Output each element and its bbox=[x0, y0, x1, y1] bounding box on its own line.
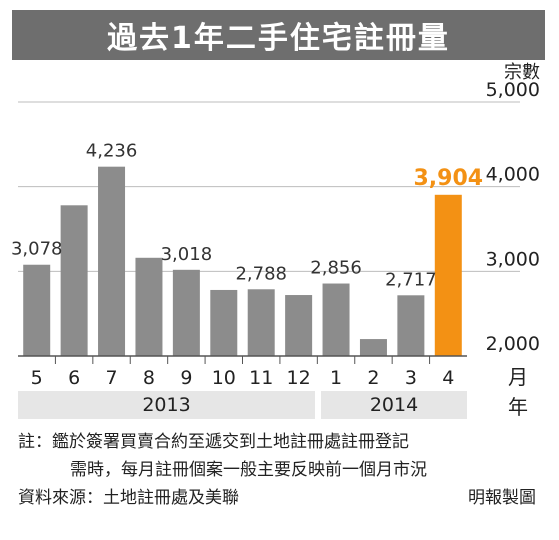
year-band-2014: 2014 bbox=[321, 391, 467, 419]
x-tick-label: 4 bbox=[442, 367, 454, 389]
notes-block: 註：鑑於簽署買賣合約至遞交到土地註冊處註冊登記 需時，每月註冊個案一般主要反映前… bbox=[18, 428, 548, 512]
bar-6 bbox=[60, 205, 88, 356]
data-label: 3,078 bbox=[11, 239, 63, 260]
data-label: 2,788 bbox=[235, 263, 287, 284]
credit-text: 明報製圖 bbox=[468, 488, 536, 508]
data-label: 3,904 bbox=[413, 166, 483, 191]
y-axis-label: 宗數 bbox=[504, 62, 540, 83]
note-line-1: 註：鑑於簽署買賣合約至遞交到土地註冊處註冊登記 bbox=[18, 432, 409, 452]
bar-2 bbox=[359, 339, 387, 356]
bar-1 bbox=[322, 283, 350, 356]
bar-5 bbox=[23, 264, 51, 356]
chart-title: 過去1年二手住宅註冊量 bbox=[107, 21, 450, 56]
x-tick-label: 6 bbox=[68, 367, 80, 389]
bar-9 bbox=[172, 269, 200, 356]
x-tick-label: 7 bbox=[105, 367, 117, 389]
x-axis-label: 月 bbox=[508, 365, 528, 389]
x-tick-label: 11 bbox=[249, 367, 273, 389]
bar-11 bbox=[247, 289, 275, 356]
data-label: 3,018 bbox=[161, 244, 213, 265]
bar-3 bbox=[397, 295, 425, 356]
x-tick-label: 9 bbox=[180, 367, 192, 389]
x-tick-label: 3 bbox=[405, 367, 417, 389]
x-tick-label: 8 bbox=[143, 367, 155, 389]
bar-7 bbox=[98, 166, 126, 356]
y-tick-label: 5,000 bbox=[486, 79, 540, 101]
title-bar: 過去1年二手住宅註冊量 bbox=[12, 10, 545, 60]
x-tick-label: 1 bbox=[330, 367, 342, 389]
x-tick-label: 10 bbox=[212, 367, 236, 389]
year-band-2013: 2013 bbox=[18, 391, 315, 419]
data-labels: 3,078 4,236 3,018 2,788 2,856 2,717 3,904 bbox=[11, 141, 483, 291]
bars bbox=[23, 166, 462, 356]
bar-12 bbox=[285, 295, 313, 356]
note-line-2: 需時，每月註冊個案一般主要反映前一個月市況 bbox=[70, 460, 427, 480]
y-tick-label: 4,000 bbox=[486, 164, 540, 186]
data-label: 4,236 bbox=[86, 141, 138, 162]
x-tick-label: 12 bbox=[287, 367, 311, 389]
y-tick-label: 2,000 bbox=[486, 333, 540, 355]
data-label: 2,856 bbox=[310, 258, 362, 279]
bar-10 bbox=[210, 289, 238, 356]
year-unit-label: 年 bbox=[508, 395, 528, 419]
bar-8 bbox=[135, 257, 163, 356]
x-tick-label: 5 bbox=[31, 367, 43, 389]
bar-4 bbox=[434, 194, 462, 356]
source-text: 資料來源：土地註冊處及美聯 bbox=[18, 488, 239, 508]
data-label: 2,717 bbox=[385, 269, 437, 290]
note-footer: 資料來源：土地註冊處及美聯 明報製圖 bbox=[18, 484, 548, 512]
y-tick-label: 3,000 bbox=[486, 248, 540, 270]
x-tick-label: 2 bbox=[367, 367, 379, 389]
